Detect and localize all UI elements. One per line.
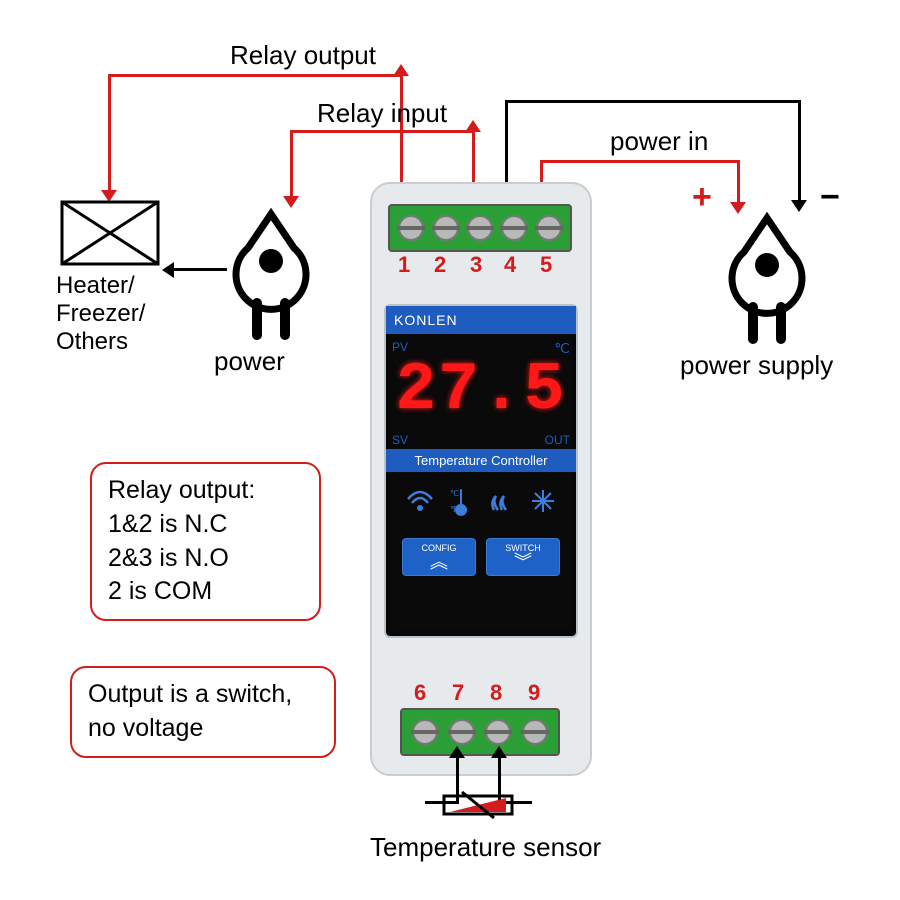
switch-box-l1: Output is a switch, [88,678,318,712]
screw-8[interactable] [485,719,511,745]
heater-box-icon [60,200,160,266]
label-term-4: 4 [504,252,516,278]
arrow-relay-in-up [465,120,481,132]
temperature-display: 27.5 [386,352,576,429]
label-relay-input: Relay input [317,98,447,129]
screw-1[interactable] [398,215,424,241]
wire-black-minus-h [505,100,801,103]
wire-relay-in-h [290,130,472,133]
switch-box-l2: no voltage [88,712,318,746]
bottom-terminal-block [400,708,560,756]
relay-box-l1: 1&2 is N.C [108,508,303,542]
label-relay-output: Relay output [230,40,376,71]
label-term-8: 8 [490,680,502,706]
label-term-5: 5 [540,252,552,278]
thermometer-icon: ℃℉ [450,486,472,516]
label-power-left: power [214,346,285,377]
top-terminal-block [388,204,572,252]
screw-3[interactable] [467,215,493,241]
power-plug-left-icon [226,206,316,346]
label-plus: + [692,178,712,217]
relay-box-l3: 2 is COM [108,575,303,609]
power-plug-right-icon [722,210,812,350]
config-button[interactable]: CONFIG ︽ [402,538,476,576]
relay-info-box: Relay output: 1&2 is N.C 2&3 is N.O 2 is… [90,462,321,621]
arrow-ts-2 [491,746,507,758]
label-term-6: 6 [414,680,426,706]
label-power-in: power in [610,126,708,157]
switch-button[interactable]: SWITCH ︾ [486,538,560,576]
screw-9[interactable] [522,719,548,745]
snowflake-icon [530,488,556,514]
subtitle-bar: Temperature Controller [386,449,576,472]
screw-7[interactable] [449,719,475,745]
screw-4[interactable] [501,215,527,241]
label-term-2: 2 [434,252,446,278]
label-term-9: 9 [528,680,540,706]
brand-bar: KONLEN [386,306,576,334]
arrow-heater [162,262,174,278]
wire-red-plus-h [540,160,740,163]
screw-2[interactable] [433,215,459,241]
wire-relay-in-v2 [290,130,293,200]
display-panel: KONLEN PV ℃ 27.5 SV OUT Temperature Cont… [384,304,578,638]
icon-row: ℃℉ [386,472,576,530]
switch-info-box: Output is a switch, no voltage [70,666,336,758]
out-label: OUT [545,433,570,447]
wire-black-minus-v2 [798,100,801,208]
label-temp-sensor: Temperature sensor [370,832,601,863]
svg-text:℉: ℉ [450,505,458,514]
label-minus: − [820,178,840,217]
arrow-ts-1 [449,746,465,758]
label-power-supply: power supply [680,350,833,381]
wifi-icon [406,489,434,513]
label-term-1: 1 [398,252,410,278]
screw-6[interactable] [412,719,438,745]
relay-box-l2: 2&3 is N.O [108,542,303,576]
arrow-relay-out-up [393,64,409,76]
wire-relay-out-v2 [108,74,111,194]
svg-text:℃: ℃ [450,489,459,498]
sv-label: SV [392,433,408,447]
screw-5[interactable] [536,215,562,241]
heat-icon [488,488,514,514]
wire-relay-out-h [108,74,400,77]
label-term-7: 7 [452,680,464,706]
label-term-3: 3 [470,252,482,278]
wire-heater-arrow [172,268,227,271]
relay-box-title: Relay output: [108,474,303,508]
label-heater: Heater/ Freezer/ Others [56,272,145,356]
temp-sensor-icon [422,788,534,824]
